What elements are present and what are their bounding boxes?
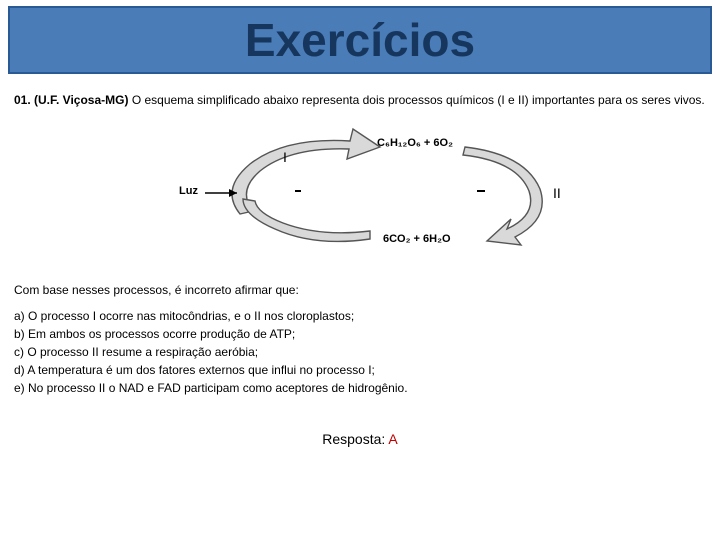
process-diagram: C₆H₁₂O₆ + 6O₂ 6CO₂ + 6H₂O I II Luz [125, 119, 595, 269]
arrow-bottom-left-icon [243, 199, 370, 241]
title-bar: Exercícios [8, 6, 712, 74]
option-b: b) Em ambos os processos ocorre produção… [14, 325, 706, 343]
answer-letter: A [388, 431, 397, 447]
question-text: O esquema simplificado abaixo representa… [132, 93, 705, 107]
answer-label: Resposta: [322, 431, 388, 447]
option-c: c) O processo II resume a respiração aer… [14, 343, 706, 361]
diagram-container: C₆H₁₂O₆ + 6O₂ 6CO₂ + 6H₂O I II Luz [14, 119, 706, 269]
question-header: 01. (U.F. Viçosa-MG) O esquema simplific… [14, 92, 706, 109]
question-prompt: Com base nesses processos, é incorreto a… [14, 283, 706, 297]
option-a: a) O processo I ocorre nas mitocôndrias,… [14, 307, 706, 325]
options-list: a) O processo I ocorre nas mitocôndrias,… [14, 307, 706, 397]
arrow-right-down-icon [463, 147, 542, 245]
page-title: Exercícios [245, 13, 475, 67]
question-source: 01. (U.F. Viçosa-MG) [14, 93, 132, 107]
answer-text: Resposta: A [322, 431, 398, 447]
answer-area: Resposta: A [14, 431, 706, 449]
label-roman-2: II [553, 185, 561, 201]
formula-bottom: 6CO₂ + 6H₂O [383, 233, 451, 245]
option-d: d) A temperatura é um dos fatores extern… [14, 361, 706, 379]
formula-top: C₆H₁₂O₆ + 6O₂ [377, 137, 453, 149]
option-e: e) No processo II o NAD e FAD participam… [14, 379, 706, 397]
label-roman-1: I [283, 149, 287, 165]
luz-label: Luz [179, 185, 198, 197]
content-area: 01. (U.F. Viçosa-MG) O esquema simplific… [0, 74, 720, 449]
